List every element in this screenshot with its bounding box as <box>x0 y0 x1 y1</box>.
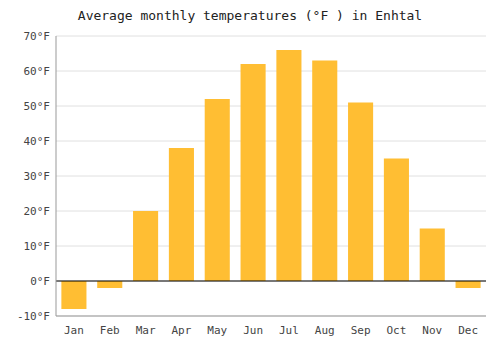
grid-line <box>56 316 486 317</box>
bar <box>456 281 481 288</box>
y-tick-label: 0°F <box>30 275 50 288</box>
bar <box>133 211 158 281</box>
y-tick-label: 40°F <box>24 135 51 148</box>
zero-line <box>56 280 486 281</box>
x-tick-label: Oct <box>386 324 406 337</box>
grid-line <box>56 36 486 37</box>
bar <box>420 229 445 282</box>
bar <box>384 159 409 282</box>
x-tick-label: Jun <box>243 324 263 337</box>
x-tick-label: Dec <box>458 324 478 337</box>
y-tick-label: -10°F <box>17 310 50 323</box>
grid-line <box>56 211 486 212</box>
x-tick-label: Sep <box>351 324 371 337</box>
grid-line <box>56 141 486 142</box>
x-tick-label: May <box>207 324 227 337</box>
y-tick-label: 30°F <box>24 170 51 183</box>
grid-line <box>56 176 486 177</box>
x-tick-label: Aug <box>315 324 335 337</box>
y-tick-label: 10°F <box>24 240 51 253</box>
bar <box>348 103 373 282</box>
x-tick-label: Feb <box>100 324 120 337</box>
bar <box>61 281 86 309</box>
title: Average monthly temperatures (°F ) in En… <box>78 8 422 23</box>
grid <box>56 36 486 316</box>
bar <box>312 61 337 282</box>
grid-line <box>56 281 486 282</box>
bars <box>61 50 480 309</box>
bar <box>276 50 301 281</box>
grid-line <box>56 106 486 107</box>
bar <box>241 64 266 281</box>
bar <box>97 281 122 288</box>
x-tick-label: Nov <box>422 324 442 337</box>
y-tick-label: 70°F <box>24 30 51 43</box>
x-tick-label: Mar <box>136 324 156 337</box>
bar <box>205 99 230 281</box>
x-tick-label: Jan <box>64 324 84 337</box>
x-axis-line <box>56 316 486 317</box>
y-axis-line <box>56 36 57 316</box>
y-tick-label: 60°F <box>24 65 51 78</box>
x-tick-label: Jul <box>279 324 299 337</box>
chart: Average monthly temperatures (°F ) in En… <box>0 0 500 350</box>
grid-line <box>56 71 486 72</box>
x-tick-label: Apr <box>171 324 191 337</box>
bar <box>169 148 194 281</box>
y-tick-label: 50°F <box>24 100 51 113</box>
y-tick-label: 20°F <box>24 205 51 218</box>
